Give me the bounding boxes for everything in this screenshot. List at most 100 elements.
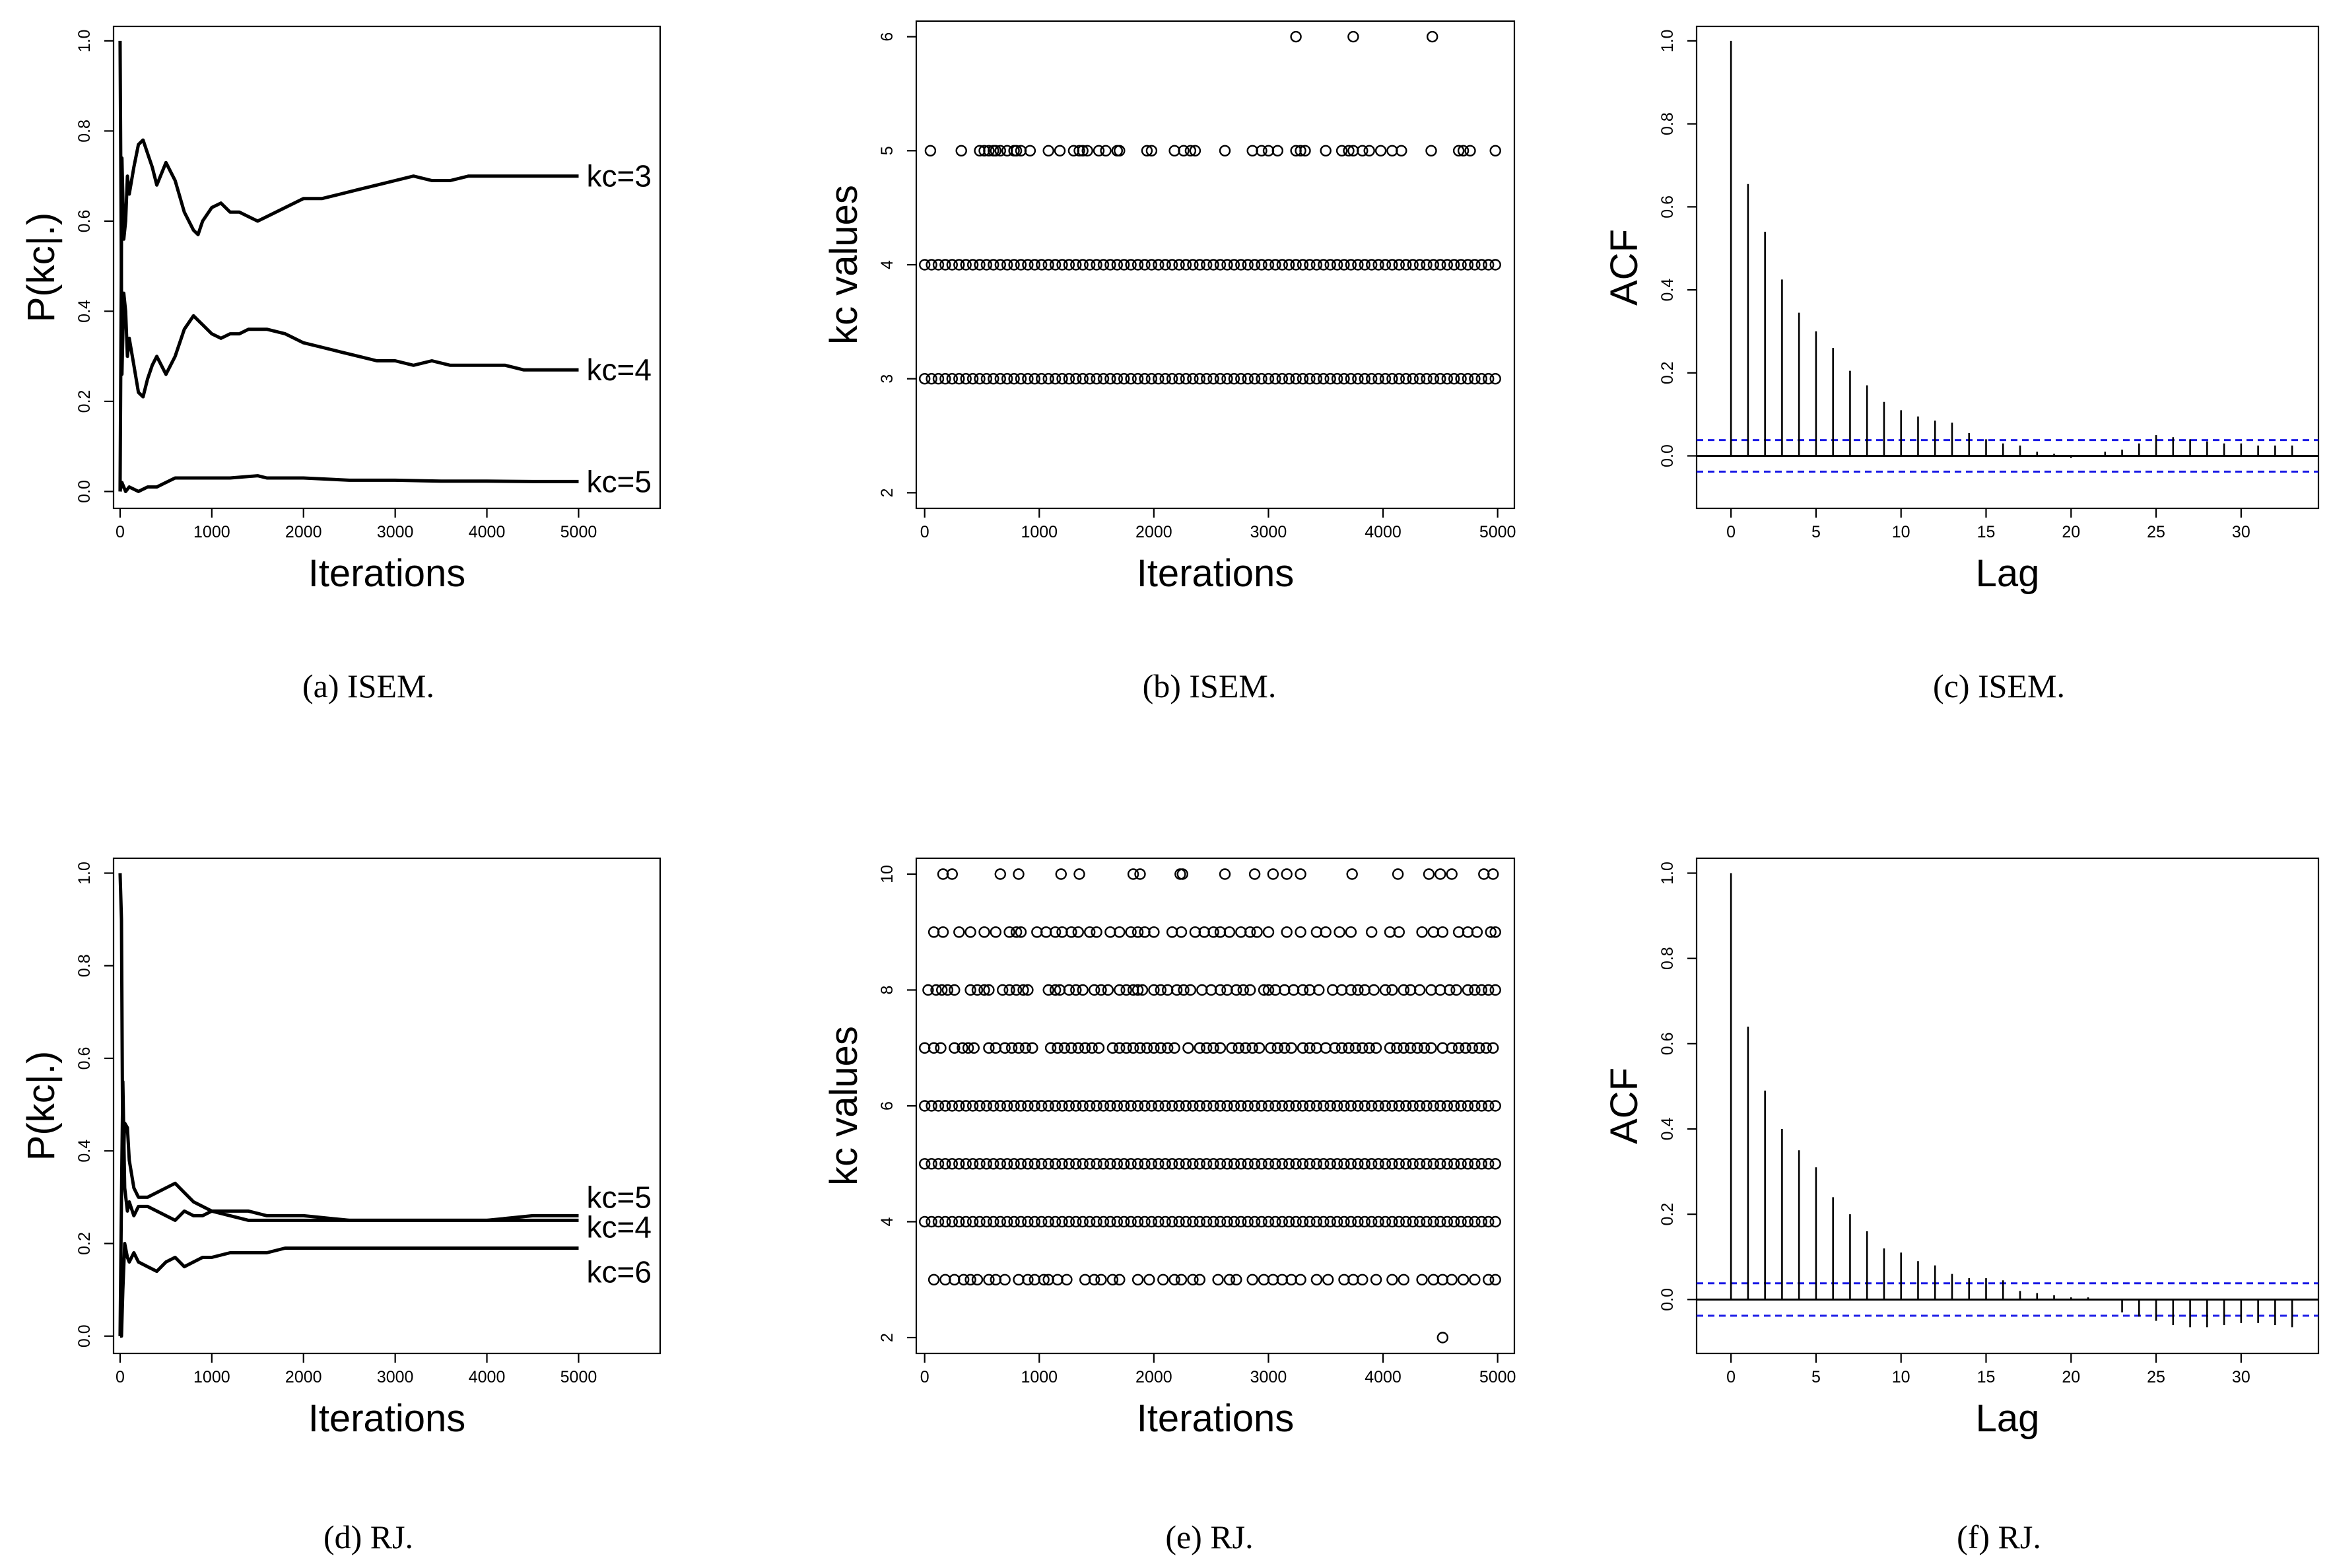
data-point — [1276, 1215, 1289, 1228]
x-axis-title: Iterations — [308, 1397, 466, 1440]
data-point — [1276, 1100, 1289, 1112]
data-point — [939, 1215, 951, 1228]
data-point — [1248, 868, 1261, 880]
data-point — [1425, 1042, 1437, 1054]
data-point — [1304, 259, 1316, 271]
data-point — [1022, 1158, 1034, 1170]
data-point — [930, 984, 942, 996]
data-point — [1271, 145, 1284, 157]
data-point — [1279, 984, 1291, 996]
y-tick-label: 0.2 — [75, 1232, 94, 1255]
data-point — [1173, 1215, 1185, 1228]
data-point — [1097, 1100, 1110, 1112]
data-point — [1352, 1100, 1364, 1112]
data-point — [1334, 926, 1345, 938]
x-tick-label: 2000 — [1135, 1368, 1172, 1386]
data-point — [1214, 1215, 1227, 1228]
data-point — [1368, 984, 1380, 996]
data-point — [1379, 1100, 1392, 1112]
data-point — [1013, 1042, 1025, 1054]
data-point — [980, 259, 993, 271]
data-point — [1114, 145, 1126, 157]
data-point — [1093, 1042, 1105, 1054]
data-point — [971, 1274, 984, 1286]
data-point — [1114, 926, 1126, 938]
data-point — [946, 1100, 959, 1112]
data-point — [966, 1215, 979, 1228]
data-point — [1262, 1158, 1275, 1170]
x-tick-label: 3000 — [377, 523, 414, 541]
data-point — [1091, 1100, 1102, 1112]
data-point — [1187, 1215, 1199, 1228]
data-point — [1343, 145, 1355, 157]
x-tick-label: 5000 — [1479, 523, 1516, 541]
x-tick-label: 10 — [1892, 1368, 1910, 1386]
data-point — [994, 1100, 1007, 1112]
data-point — [1044, 1042, 1057, 1054]
data-point — [1421, 1215, 1433, 1228]
x-axis-title: Lag — [1976, 552, 2040, 595]
data-point — [1010, 984, 1023, 996]
data-point — [1038, 1274, 1050, 1286]
data-point — [1359, 1215, 1371, 1228]
data-point — [1448, 1100, 1460, 1112]
data-point — [1029, 259, 1041, 271]
x-tick-label: 25 — [2147, 523, 2165, 541]
data-point — [1256, 259, 1267, 271]
data-point — [1473, 1042, 1485, 1054]
data-point — [1214, 984, 1227, 996]
data-point — [1228, 1158, 1240, 1170]
data-point — [1462, 259, 1474, 271]
data-point — [1485, 926, 1497, 938]
data-point — [1248, 1158, 1261, 1170]
plot-frame — [112, 857, 661, 1355]
data-point — [1042, 1158, 1054, 1170]
x-tick-label: 1000 — [193, 523, 230, 541]
data-point — [1221, 1100, 1233, 1112]
data-point — [1054, 145, 1066, 157]
data-point — [1379, 373, 1392, 385]
data-point — [1231, 1274, 1242, 1286]
data-point — [1056, 373, 1068, 385]
y-tick-label: 0.2 — [1658, 361, 1677, 384]
data-point — [1173, 1158, 1185, 1170]
data-point — [1091, 1158, 1102, 1170]
data-point — [1022, 1215, 1034, 1228]
data-point — [1189, 145, 1201, 157]
data-point — [1267, 868, 1279, 880]
data-point — [1297, 1042, 1309, 1054]
y-tick-label: 1.0 — [75, 30, 94, 53]
data-point — [988, 1158, 999, 1170]
data-point — [1421, 1100, 1433, 1112]
data-point — [924, 145, 937, 157]
data-point — [1052, 1042, 1064, 1054]
data-point — [983, 145, 995, 157]
data-point — [1407, 259, 1419, 271]
data-point — [1290, 1215, 1302, 1228]
data-point — [1136, 984, 1149, 996]
x-tick-label: 30 — [2232, 1368, 2250, 1386]
data-point — [1398, 1042, 1410, 1054]
data-point — [1345, 373, 1357, 385]
data-point — [1008, 259, 1020, 271]
data-point — [1359, 1100, 1371, 1112]
data-point — [1180, 1215, 1192, 1228]
data-point — [1338, 1100, 1350, 1112]
data-point — [1022, 259, 1034, 271]
data-point — [1077, 1100, 1089, 1112]
data-point — [1396, 145, 1407, 157]
data-point — [1022, 984, 1034, 996]
x-tick-label: 4000 — [1365, 1368, 1402, 1386]
data-point — [939, 1158, 951, 1170]
data-point — [1015, 926, 1027, 938]
y-tick-label: 8 — [878, 986, 896, 995]
data-point — [1159, 373, 1171, 385]
y-axis-title: kc values — [823, 185, 865, 345]
data-point — [988, 259, 999, 271]
data-point — [1407, 373, 1419, 385]
data-point — [1056, 259, 1068, 271]
data-point — [1295, 868, 1306, 880]
data-point — [1207, 259, 1219, 271]
data-point — [1331, 1215, 1343, 1228]
data-point — [1070, 373, 1082, 385]
